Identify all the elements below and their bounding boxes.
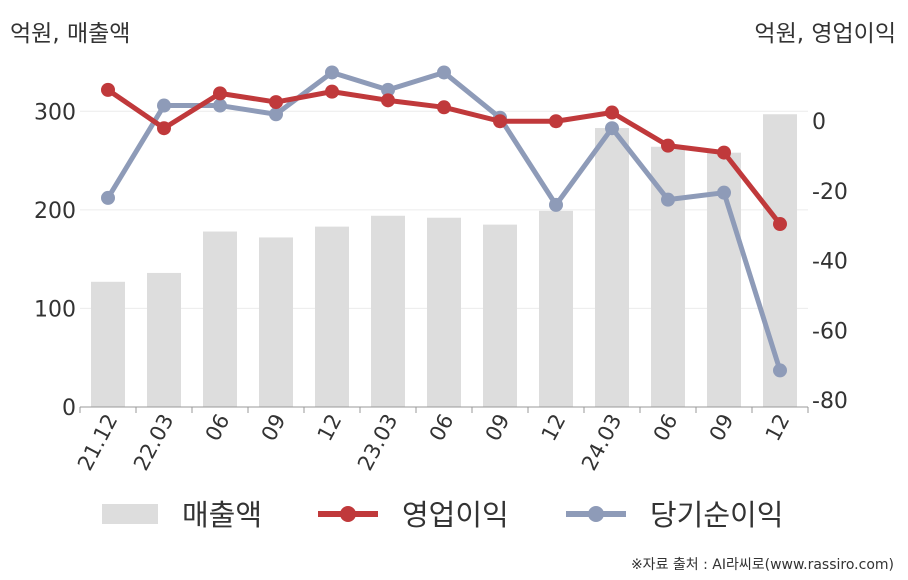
series-point xyxy=(213,86,227,101)
right-tick-label: -20 xyxy=(812,180,848,205)
bar xyxy=(147,272,181,407)
bar xyxy=(371,215,405,407)
series-point xyxy=(157,98,171,113)
series-point xyxy=(717,185,731,200)
legend-label: 매출액 xyxy=(182,498,262,532)
bar xyxy=(427,217,461,407)
bar xyxy=(315,226,349,407)
left-tick-label: 0 xyxy=(62,396,76,421)
series-point xyxy=(549,114,563,129)
source-note: ※자료 출처 : AI라씨로(www.rassiro.com) xyxy=(630,557,894,573)
series-point xyxy=(437,65,451,80)
x-tick-label: 09 xyxy=(481,410,515,445)
bar-series xyxy=(91,114,797,408)
series-point xyxy=(157,121,171,136)
x-tick-label: 09 xyxy=(705,410,739,445)
series-point xyxy=(269,107,283,122)
x-tick-label: 12 xyxy=(537,410,571,445)
right-tick-label: -80 xyxy=(812,389,848,414)
legend-swatch-bar xyxy=(102,504,158,524)
x-tick-label: 12 xyxy=(313,410,347,445)
series-point xyxy=(661,138,675,153)
series-point xyxy=(381,82,395,97)
right-tick-label: 0 xyxy=(812,110,826,135)
series-point xyxy=(269,95,283,110)
bar xyxy=(259,237,293,407)
series-point xyxy=(549,197,563,212)
right-axis-unit-label: 억원, 영업이익 xyxy=(754,21,896,47)
x-tick-label: 06 xyxy=(649,410,683,445)
x-tick-label: 06 xyxy=(201,410,235,445)
series-point xyxy=(381,93,395,108)
bar xyxy=(539,210,573,407)
series-point xyxy=(437,100,451,115)
series-point xyxy=(325,84,339,99)
bar xyxy=(763,114,797,407)
series-point xyxy=(493,114,507,129)
series-point xyxy=(101,82,115,97)
series-point xyxy=(325,65,339,80)
left-tick-label: 200 xyxy=(34,199,76,224)
left-axis-unit-label: 억원, 매출액 xyxy=(10,21,131,47)
series-point xyxy=(605,121,619,136)
line-series xyxy=(101,65,787,378)
series-point xyxy=(773,363,787,378)
legend-label: 영업이익 xyxy=(402,498,509,532)
bar xyxy=(651,146,685,407)
legend-swatch-marker xyxy=(588,506,604,522)
series-point xyxy=(717,145,731,160)
x-tick-label: 24.03 xyxy=(577,410,626,474)
series-point xyxy=(773,217,787,232)
x-tick-label: 12 xyxy=(761,410,795,445)
x-tick-label: 22.03 xyxy=(129,410,178,474)
bar xyxy=(483,224,517,407)
x-tick-label: 23.03 xyxy=(353,410,402,474)
series-point xyxy=(661,192,675,207)
bar xyxy=(595,128,629,408)
legend-label: 당기순이익 xyxy=(650,498,783,532)
x-tick-label: 21.12 xyxy=(73,410,122,474)
right-tick-label: -60 xyxy=(812,319,848,344)
left-tick-label: 100 xyxy=(34,297,76,322)
series-point xyxy=(101,190,115,205)
legend-swatch-marker xyxy=(340,506,356,522)
series-point xyxy=(213,98,227,113)
bar xyxy=(203,231,237,407)
left-tick-label: 300 xyxy=(34,100,76,125)
series-point xyxy=(605,105,619,120)
right-tick-label: -40 xyxy=(812,250,848,275)
legend: 매출액 영업이익 당기순이익 xyxy=(102,498,783,532)
x-tick-label: 09 xyxy=(257,410,291,445)
x-tick-label: 06 xyxy=(425,410,459,445)
bar xyxy=(91,281,125,407)
